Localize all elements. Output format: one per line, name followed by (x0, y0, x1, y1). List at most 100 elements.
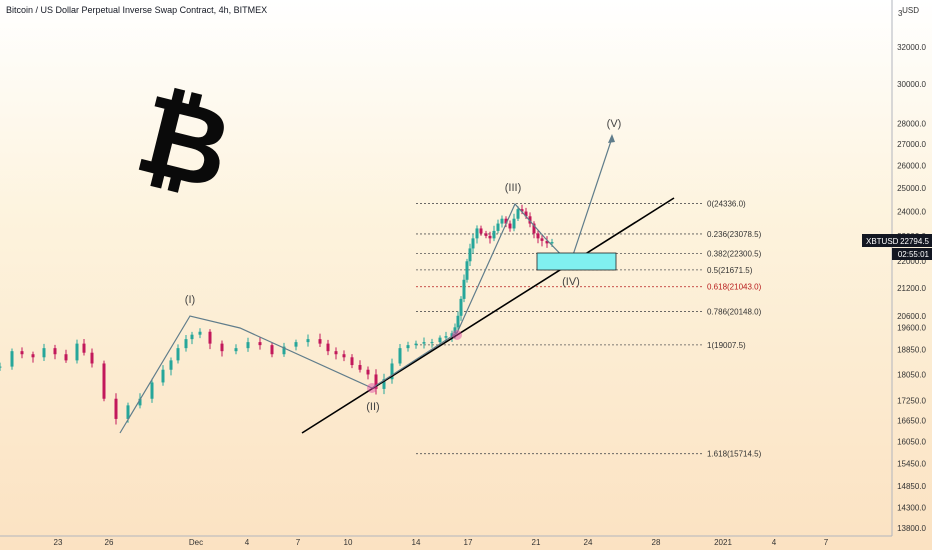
candle-body (208, 331, 212, 344)
price-tick-label: 20600.0 (897, 312, 926, 321)
price-tick-label: 14300.0 (897, 504, 926, 513)
date-tick-label: 23 (54, 538, 63, 547)
date-tick-label: 4 (772, 538, 777, 547)
price-tick-partial: 3 (898, 9, 903, 18)
candle-body (450, 333, 454, 337)
candle-body (484, 233, 488, 236)
candle-body (82, 343, 86, 353)
trendline (301, 197, 675, 434)
candle-body (90, 352, 94, 364)
countdown-tag (892, 248, 932, 260)
candle-body (53, 348, 57, 355)
candle-body (176, 348, 180, 361)
candle-body (306, 339, 310, 343)
date-tick-label: 7 (824, 538, 829, 547)
candle-body (532, 223, 536, 234)
candle-body (479, 228, 483, 234)
candle-body (512, 218, 516, 229)
candle-body (540, 238, 544, 241)
candle-body (516, 209, 520, 219)
candle-body (390, 363, 394, 380)
candle-body (126, 405, 130, 419)
candle-body (198, 331, 202, 335)
date-tick-label: 17 (464, 538, 473, 547)
candle-body (520, 209, 524, 212)
candle-body (366, 369, 370, 375)
last-price-tag (862, 234, 932, 247)
price-tick-label: 32000.0 (897, 43, 926, 52)
price-tick-label: 28000.0 (897, 119, 926, 128)
price-tick-label: 18050.0 (897, 370, 926, 379)
date-tick-label: 14 (412, 538, 421, 547)
candle-body (318, 339, 322, 344)
price-tick-label: 30000.0 (897, 80, 926, 89)
candle-body (350, 357, 354, 366)
candle-body (438, 337, 442, 343)
candle-body (270, 345, 274, 355)
fib-label-1.618: 1.618(15714.5) (707, 450, 762, 459)
currency-label: USD (902, 6, 919, 15)
candle-body (504, 218, 508, 224)
candle-body (294, 342, 298, 347)
candle-body (528, 216, 532, 224)
candle-body (422, 342, 426, 344)
candle-body (0, 366, 2, 368)
price-tick-label: 26000.0 (897, 162, 926, 171)
symbol-label: XBTUSD (866, 237, 899, 246)
candle-body (471, 238, 475, 249)
wave-label: (II) (366, 401, 379, 413)
fib-label-0.236: 0.236(23078.5) (707, 230, 762, 239)
candle-body (374, 374, 378, 389)
candle-body (64, 354, 68, 361)
date-tick-label: 10 (344, 538, 353, 547)
candle-body (75, 343, 79, 361)
candle-body (258, 342, 262, 346)
candle-body (20, 351, 24, 355)
candle-body (459, 298, 463, 316)
price-tick-label: 22000.0 (897, 257, 926, 266)
candle-body (488, 235, 492, 239)
pivot-marker-ii (367, 383, 377, 393)
fib-label-0.786: 0.786(20148.0) (707, 308, 762, 317)
date-tick-label: 21 (532, 538, 541, 547)
wave-arrowhead (608, 134, 615, 143)
candle-body (161, 369, 165, 383)
candle-body (444, 336, 448, 338)
date-tick-label: 26 (105, 538, 114, 547)
price-tick-label: 15450.0 (897, 459, 926, 468)
candle-body (492, 230, 496, 239)
candle-body (184, 339, 188, 349)
candle-body (42, 348, 46, 358)
candle-body (138, 398, 142, 406)
fib-label-0.5: 0.5(21671.5) (707, 266, 753, 275)
candle-body (453, 327, 457, 334)
candle-body (169, 360, 173, 370)
candle-body (342, 354, 346, 358)
date-tick-label: 28 (652, 538, 661, 547)
last-price-label: 22794.5 (900, 237, 929, 246)
candle-body (102, 363, 106, 399)
countdown-label: 02:55:01 (898, 250, 930, 259)
candle-body (468, 248, 472, 262)
candle-body (456, 315, 460, 328)
chart-title: Bitcoin / US Dollar Perpetual Inverse Sw… (6, 5, 268, 15)
wave-label: (III) (505, 182, 522, 194)
candle-body (475, 228, 479, 239)
price-tick-label: 17250.0 (897, 396, 926, 405)
candle-body (334, 351, 338, 355)
bitcoin-logo: ₿ (126, 72, 243, 213)
date-tick-label: Dec (189, 538, 203, 547)
candle-body (326, 343, 330, 352)
price-tick-label: 21200.0 (897, 284, 926, 293)
wave-label: (I) (185, 294, 195, 306)
candle-body (114, 398, 118, 419)
candle-body (246, 342, 250, 349)
wave-label: (IV) (562, 276, 580, 288)
target-zone-box (536, 252, 617, 271)
candle-body (234, 348, 238, 352)
price-tick-label: 16050.0 (897, 438, 926, 447)
candle-body (406, 345, 410, 349)
price-tick-label: 27000.0 (897, 140, 926, 149)
